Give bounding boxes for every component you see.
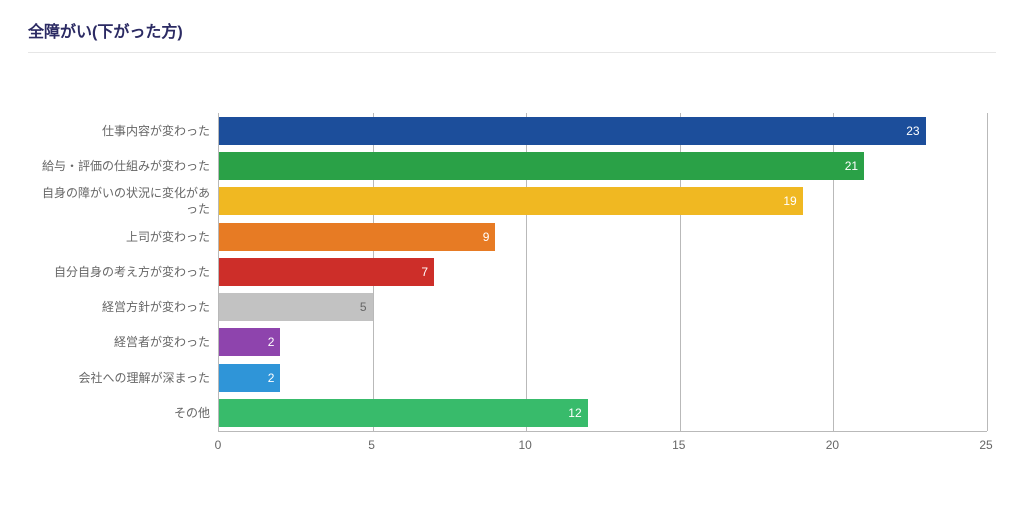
bar: 12 xyxy=(219,399,588,427)
page: 全障がい(下がった方) 仕事内容が変わった給与・評価の仕組みが変わった自身の障が… xyxy=(0,0,1024,510)
bar-value: 23 xyxy=(906,124,919,138)
category-label: 仕事内容が変わった xyxy=(102,123,210,139)
plot-column: 2321199752212 0510152025 xyxy=(218,113,987,456)
bar-value: 5 xyxy=(360,300,367,314)
y-label-row: その他 xyxy=(38,395,218,430)
bar-row: 21 xyxy=(219,148,987,183)
bar-row: 2 xyxy=(219,360,987,395)
category-label: その他 xyxy=(174,405,210,421)
bar-row: 23 xyxy=(219,113,987,148)
chart: 仕事内容が変わった給与・評価の仕組みが変わった自身の障がいの状況に変化があった上… xyxy=(38,113,996,456)
y-label-row: 自身の障がいの状況に変化があった xyxy=(38,184,218,219)
x-tick-label: 10 xyxy=(519,438,532,452)
y-label-row: 経営者が変わった xyxy=(38,325,218,360)
bar: 2 xyxy=(219,328,280,356)
bar-value: 7 xyxy=(421,265,428,279)
chart-area: 仕事内容が変わった給与・評価の仕組みが変わった自身の障がいの状況に変化があった上… xyxy=(38,113,996,456)
plot-area: 23 21 19 9 7 5 2 2 12 xyxy=(218,113,987,432)
y-label-row: 給与・評価の仕組みが変わった xyxy=(38,148,218,183)
category-label: 会社への理解が深まった xyxy=(78,370,210,386)
bar: 23 xyxy=(219,117,926,145)
x-tick-label: 0 xyxy=(215,438,222,452)
y-label-row: 仕事内容が変わった xyxy=(38,113,218,148)
y-label-row: 会社への理解が深まった xyxy=(38,360,218,395)
bar-value: 2 xyxy=(268,371,275,385)
bar-value: 21 xyxy=(845,159,858,173)
category-label: 自身の障がいの状況に変化があった xyxy=(40,185,210,217)
chart-title: 全障がい(下がった方) xyxy=(28,18,996,53)
bar-row: 2 xyxy=(219,325,987,360)
bar-row: 9 xyxy=(219,219,987,254)
bar: 7 xyxy=(219,258,434,286)
y-label-row: 上司が変わった xyxy=(38,219,218,254)
bar-row: 5 xyxy=(219,290,987,325)
bar-row: 12 xyxy=(219,395,987,430)
x-tick-label: 20 xyxy=(826,438,839,452)
category-label: 自分自身の考え方が変わった xyxy=(54,264,210,280)
category-label: 経営方針が変わった xyxy=(102,299,210,315)
x-tick-label: 25 xyxy=(979,438,992,452)
bar-value: 19 xyxy=(783,194,796,208)
bar-row: 7 xyxy=(219,254,987,289)
x-tick-label: 5 xyxy=(368,438,375,452)
bar-value: 2 xyxy=(268,335,275,349)
y-label-row: 自分自身の考え方が変わった xyxy=(38,254,218,289)
bar: 19 xyxy=(219,187,803,215)
category-label: 給与・評価の仕組みが変わった xyxy=(42,158,210,174)
category-label: 上司が変わった xyxy=(126,228,210,244)
bar: 9 xyxy=(219,223,495,251)
bar-value: 12 xyxy=(568,406,581,420)
bar: 2 xyxy=(219,364,280,392)
x-tick-label: 15 xyxy=(672,438,685,452)
bar: 5 xyxy=(219,293,373,321)
x-axis: 0510152025 xyxy=(218,432,986,456)
y-axis-labels: 仕事内容が変わった給与・評価の仕組みが変わった自身の障がいの状況に変化があった上… xyxy=(38,113,218,431)
bar: 21 xyxy=(219,152,864,180)
category-label: 経営者が変わった xyxy=(114,334,210,350)
bar-row: 19 xyxy=(219,184,987,219)
y-label-row: 経営方針が変わった xyxy=(38,290,218,325)
bar-value: 9 xyxy=(483,230,490,244)
grid-line xyxy=(987,113,988,431)
